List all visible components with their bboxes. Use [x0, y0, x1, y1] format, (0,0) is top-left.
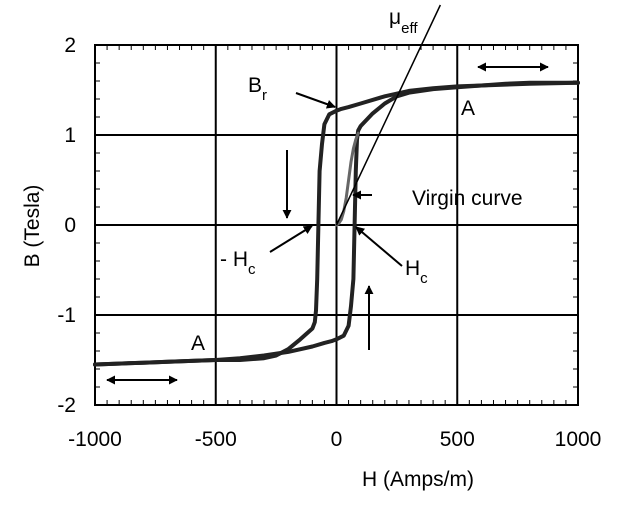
mu-eff-line	[335, 4, 442, 226]
y-tick-label: 1	[64, 124, 76, 147]
coercive-pos-label: Hc	[405, 257, 428, 287]
x-tick-label: 1000	[555, 428, 602, 451]
y-tick-label: 0	[64, 214, 76, 237]
coercive-neg-arrow	[269, 225, 313, 253]
curve-series-2	[93, 80, 580, 367]
y-tick-label: -1	[57, 304, 76, 327]
remanence-label: Br	[248, 74, 267, 104]
label-a-bottom: A	[191, 332, 205, 355]
label-a-top: A	[461, 97, 475, 120]
x-tick-label: -500	[195, 428, 237, 451]
coercive-neg-label: - Hc	[220, 248, 256, 278]
plot-frame	[94, 44, 579, 406]
x-tick-label: -1000	[68, 428, 122, 451]
y-tick-label: 2	[64, 34, 76, 57]
x-tick-label: 0	[331, 428, 343, 451]
annotation-arrows	[106, 62, 549, 385]
curve-series-3	[335, 131, 360, 227]
remanence-arrow	[295, 92, 336, 109]
x-tick-label: 500	[440, 428, 475, 451]
y-tick-label: -2	[57, 394, 76, 417]
tick-labels: -1000 -500 0 500 1000 2 1 0 -1 -2	[57, 34, 601, 451]
virgin-curve-label: Virgin curve	[412, 187, 523, 210]
hysteresis-curves	[93, 4, 580, 367]
y-axis-label: B (Tesla)	[21, 185, 44, 268]
mu-eff-label: μeff	[389, 6, 418, 37]
coercive-pos-arrow	[355, 226, 403, 267]
x-axis-label: H (Amps/m)	[362, 468, 474, 491]
